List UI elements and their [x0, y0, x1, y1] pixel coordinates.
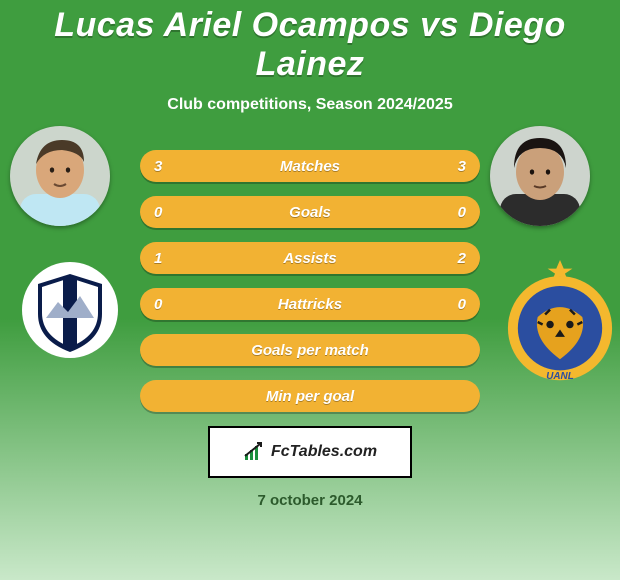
- attribution-text: FcTables.com: [271, 443, 377, 461]
- stat-right-value: 0: [436, 204, 466, 221]
- stat-right-value: 2: [436, 250, 466, 267]
- page-subtitle: Club competitions, Season 2024/2025: [0, 96, 620, 114]
- stat-left-value: 3: [154, 158, 184, 175]
- svg-text:UANL: UANL: [546, 371, 574, 382]
- club-right-crest: UANL: [498, 260, 620, 384]
- attribution-logo-icon: [243, 441, 265, 463]
- stat-row: Min per goal: [0, 380, 620, 412]
- stat-label: Hattricks: [140, 296, 480, 313]
- stat-label: Assists: [140, 250, 480, 267]
- page-title: Lucas Ariel Ocampos vs Diego Lainez: [0, 0, 620, 84]
- stat-right-value: 0: [436, 296, 466, 313]
- stat-label: Goals per match: [140, 342, 480, 359]
- date-label: 7 october 2024: [0, 492, 620, 509]
- player-left-avatar: [10, 126, 110, 226]
- player-right-avatar: [490, 126, 590, 226]
- stat-left-value: 0: [154, 296, 184, 313]
- stat-left-value: 1: [154, 250, 184, 267]
- stat-label: Goals: [140, 204, 480, 221]
- stat-right-value: 3: [436, 158, 466, 175]
- comparison-card: Lucas Ariel Ocampos vs Diego Lainez Club…: [0, 0, 620, 580]
- stat-label: Matches: [140, 158, 480, 175]
- stat-label: Min per goal: [140, 388, 480, 405]
- attribution-badge: FcTables.com: [208, 426, 412, 478]
- club-left-crest: [20, 260, 120, 360]
- stat-left-value: 0: [154, 204, 184, 221]
